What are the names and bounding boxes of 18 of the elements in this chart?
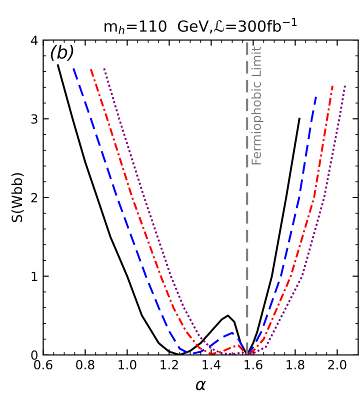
x-tick-label: 1.8 [286, 360, 304, 370]
x-tick-label: 0.8 [76, 360, 94, 370]
x-tick-label: 1.0 [118, 360, 136, 370]
x-axis-title: α [196, 380, 206, 390]
x-tick-label: 2.0 [328, 360, 346, 370]
y-axis-title: S(Wbb) [11, 173, 24, 222]
y-tick-label: 4 [30, 36, 38, 45]
x-tick-label: 1.2 [160, 360, 178, 370]
y-tick-label: 1 [32, 272, 38, 281]
x-tick-label: 1.6 [244, 360, 262, 370]
annotation: (b) [50, 44, 74, 61]
x-tick-label: 1.4 [202, 360, 220, 370]
x-tick-label: 0.6 [34, 360, 52, 370]
y-tick-label: 2 [31, 192, 38, 202]
ref-line-label: Fermiophobic Limit [251, 46, 264, 164]
y-tick-label: 0 [31, 350, 38, 360]
chart-title: m$_{h}$=110 GeV,ℒ=300fb$^{−1}$ [104, 18, 297, 34]
y-tick-label: 3 [31, 114, 38, 124]
